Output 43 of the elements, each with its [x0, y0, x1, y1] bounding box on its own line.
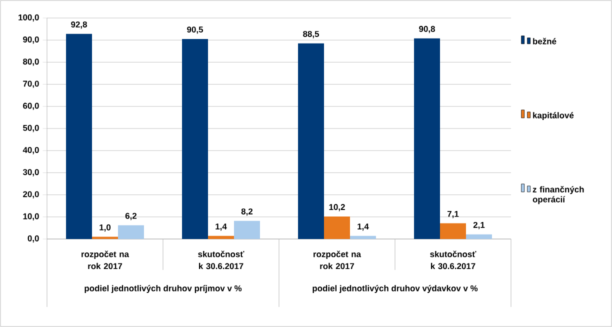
- y-tick-label: 10,0: [23, 213, 39, 221]
- data-label: 10,2: [329, 204, 345, 212]
- bar: [234, 220, 260, 239]
- bar: [298, 43, 324, 239]
- y-tick-label: 60,0: [23, 102, 39, 110]
- bar: [350, 236, 376, 239]
- data-label: 1,0: [100, 224, 111, 232]
- x-tick-label: skutočnosť k 30.6.2017: [198, 250, 244, 270]
- y-tick-label: 20,0: [23, 191, 39, 198]
- y-tick-label: 90,0: [23, 36, 39, 44]
- y-tick-label: 80,0: [23, 58, 39, 66]
- data-label: 88,5: [303, 30, 320, 38]
- bar: [466, 234, 492, 239]
- bar: [414, 38, 440, 239]
- y-tick-label: 0,0: [28, 235, 39, 243]
- bar: [208, 236, 234, 239]
- data-label: 6,2: [125, 212, 137, 220]
- bar: [440, 223, 466, 239]
- legend-label: z finančných operácií: [532, 186, 584, 204]
- x-tick-label: rozpočet na rok 2017: [82, 250, 130, 270]
- text: podiel jednotlivých druhov príjmov v %: [84, 285, 242, 293]
- data-label: 90,5: [187, 26, 204, 34]
- y-tick-label: 50,0: [23, 124, 39, 132]
- y-tick-label: 70,0: [23, 80, 39, 88]
- bar: [66, 34, 92, 239]
- x-tick-label: rozpočet na rok 2017: [314, 250, 362, 270]
- bar: [118, 225, 144, 239]
- bar: [182, 38, 208, 239]
- data-label: 2,1: [473, 222, 485, 230]
- data-label: 1,4: [358, 224, 369, 231]
- y-tick-label: 40,0: [22, 146, 39, 154]
- legend-label: bežné: [533, 38, 556, 44]
- legend-label: kapitálové: [533, 112, 574, 120]
- y-tick-label: 30,0: [22, 169, 39, 176]
- y-tick-label: 100,0: [18, 14, 39, 22]
- text: podiel jednotlivých druhov výdavkov v %: [312, 285, 478, 293]
- data-label: 92,8: [71, 21, 87, 29]
- bar: [324, 216, 350, 239]
- data-label: 7,1: [447, 210, 459, 218]
- data-label: 90,8: [419, 26, 435, 34]
- data-label: 1,4: [216, 224, 227, 231]
- x-tick-label: skutočnosť k 30.6.2017: [430, 250, 476, 270]
- data-label: 8,2: [241, 208, 253, 216]
